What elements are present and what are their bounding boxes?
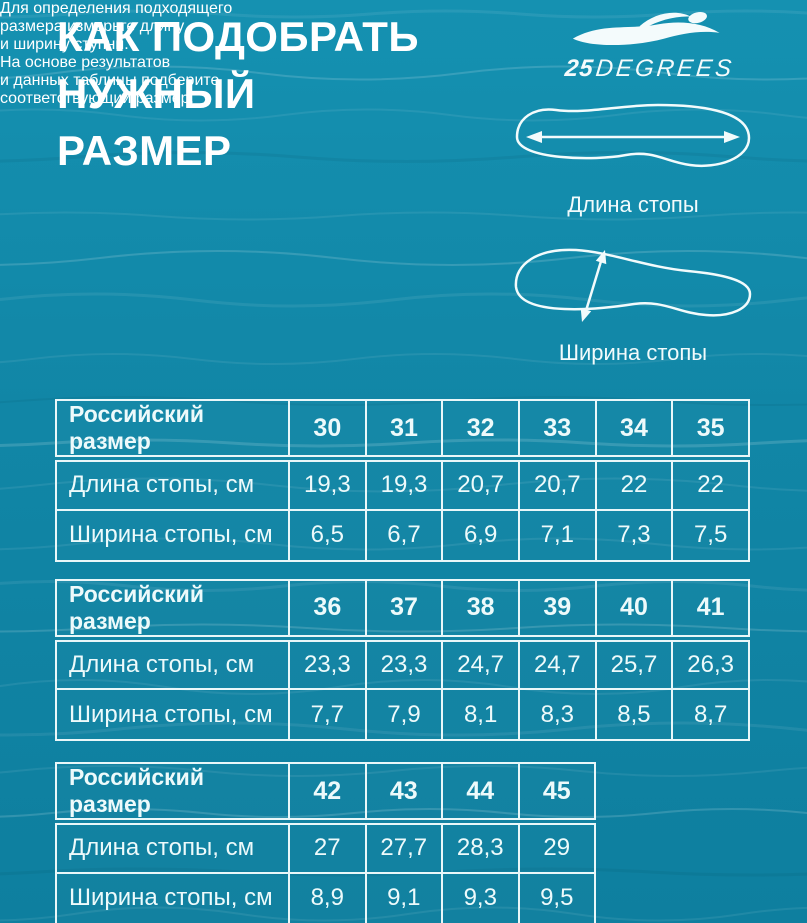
measurement-value: 25,7: [594, 637, 674, 690]
size-value-header: 35: [671, 399, 750, 462]
measurement-row: Ширина стопы, см 8,9 9,1 9,3 9,5: [55, 871, 596, 923]
measurement-row-label: Ширина стопы, см: [55, 688, 290, 741]
intro-line: На основе результатов: [0, 54, 171, 71]
title-line: РАЗМЕР: [57, 127, 232, 174]
measurement-value: 9,5: [517, 871, 596, 923]
measurement-row-label: Длина стопы, см: [55, 637, 290, 690]
size-value-header: 43: [364, 762, 443, 825]
foot-length-label: Длина стопы: [567, 192, 699, 217]
measurement-value: 8,3: [517, 688, 597, 741]
size-value-header: 32: [441, 399, 520, 462]
measurement-value: 8,9: [288, 871, 367, 923]
measurement-value: 24,7: [517, 637, 597, 690]
measurement-value: 7,3: [594, 508, 674, 562]
size-value-header: 33: [517, 399, 597, 462]
measurement-row: Ширина стопы, см 6,5 6,7 6,9 7,1 7,3 7,5: [55, 508, 750, 562]
size-table-2: Российский размер 36 37 38 39 40 41 Длина стопы…: [55, 578, 750, 741]
size-value-header: 39: [517, 578, 597, 642]
brand-logo: 25DEGREES: [545, 10, 755, 83]
size-value-header: 31: [364, 399, 444, 462]
measurement-value: 7,7: [288, 688, 367, 741]
intro-line: соответствующий размер.: [0, 90, 194, 107]
measurement-value: 7,5: [671, 508, 750, 562]
title-line: КАК ПОДОБРАТЬ: [57, 13, 419, 60]
measurement-row: Длина стопы, см 23,3 23,3 24,7 24,7 25,7 26,3: [55, 637, 750, 690]
size-value-header: 34: [594, 399, 674, 462]
measurement-value: 9,3: [441, 871, 520, 923]
measurement-value: 24,7: [441, 637, 520, 690]
size-table-header-row: Российский размер 42 43 44 45: [55, 762, 596, 825]
measurement-value: 8,7: [671, 688, 750, 741]
size-table-header-label: Российский размер: [55, 578, 290, 642]
measurement-value: 8,1: [441, 688, 520, 741]
measurement-value: 9,1: [364, 871, 443, 923]
measurement-value: 23,3: [364, 637, 444, 690]
swimmer-icon: [572, 12, 720, 45]
measurement-value: 22: [671, 457, 750, 511]
title-line: НУЖНЫЙ: [57, 70, 256, 117]
size-value-header: 40: [594, 578, 674, 642]
measurement-row-label: Ширина стопы, см: [55, 871, 290, 923]
measurement-value: 6,7: [364, 508, 444, 562]
measurement-value: 6,5: [288, 508, 367, 562]
measurement-value: 7,1: [517, 508, 597, 562]
foot-outline-width-icon: [514, 248, 752, 322]
page-title: КАК ПОДОБРАТЬ НУЖНЫЙ РАЗМЕР: [57, 8, 527, 179]
foot-width-diagram: Ширина стопы: [503, 240, 763, 366]
intro-line: размера измерьте длину: [0, 18, 185, 35]
measurement-value: 19,3: [364, 457, 444, 511]
foot-length-diagram: Длина стопы: [503, 96, 763, 218]
measurement-value: 19,3: [288, 457, 367, 511]
size-value-header: 45: [517, 762, 596, 825]
size-table-header-label: Российский размер: [55, 399, 290, 462]
measurement-value: 27: [288, 820, 367, 874]
measurement-value: 27,7: [364, 820, 443, 874]
measurement-value: 8,5: [594, 688, 674, 741]
foot-width-label: Ширина стопы: [558, 340, 708, 365]
intro-line: и ширину ступни.: [0, 36, 129, 53]
size-tables-section: Российский размер 30 31 32 33 34 35 Длина стопы…: [55, 399, 750, 923]
measurement-row-label: Длина стопы, см: [55, 820, 290, 874]
measurement-value: 20,7: [517, 457, 597, 511]
measurement-value: 26,3: [671, 637, 750, 690]
size-table-header-row: Российский размер 30 31 32 33 34 35: [55, 399, 750, 462]
size-value-header: 37: [364, 578, 444, 642]
size-value-header: 41: [671, 578, 750, 642]
width-arrow: [580, 250, 607, 322]
size-value-header: 38: [441, 578, 520, 642]
size-value-header: 36: [288, 578, 367, 642]
measurement-value: 23,3: [288, 637, 367, 690]
measurement-value: 29: [517, 820, 596, 874]
brand-word: DEGREES: [594, 55, 737, 82]
intro-line: Для определения подходящего: [0, 0, 233, 17]
size-value-header: 44: [441, 762, 520, 825]
size-table-1: Российский размер 30 31 32 33 34 35 Длина стопы…: [55, 399, 750, 562]
intro-line: и данных таблицы подберите: [0, 72, 220, 89]
measurement-value: 20,7: [441, 457, 520, 511]
measurement-row-label: Ширина стопы, см: [55, 508, 290, 562]
size-table-header-label: Российский размер: [55, 762, 290, 825]
brand-name: 25DEGREES: [564, 55, 736, 83]
size-table-3: Российский размер 42 43 44 45 Длина стопы, см…: [55, 762, 596, 923]
measurement-value: 7,9: [364, 688, 444, 741]
foot-outline-length-icon: [515, 103, 751, 168]
brand-number: 25: [564, 55, 596, 82]
measurement-row: Длина стопы, см 19,3 19,3 20,7 20,7 22 22: [55, 457, 750, 511]
measurement-value: 6,9: [441, 508, 520, 562]
size-value-header: 30: [288, 399, 367, 462]
measurement-row-label: Длина стопы, см: [55, 457, 290, 511]
size-table-header-row: Российский размер 36 37 38 39 40 41: [55, 578, 750, 642]
measurement-row: Ширина стопы, см 7,7 7,9 8,1 8,3 8,5 8,7: [55, 688, 750, 741]
size-value-header: 42: [288, 762, 367, 825]
measurement-row: Длина стопы, см 27 27,7 28,3 29: [55, 820, 596, 874]
measurement-value: 28,3: [441, 820, 520, 874]
length-arrow: [526, 131, 740, 143]
measurement-value: 22: [594, 457, 674, 511]
